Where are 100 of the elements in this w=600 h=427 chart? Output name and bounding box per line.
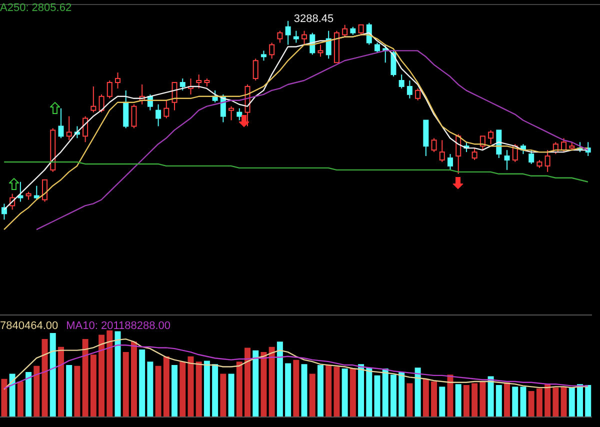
bar xyxy=(576,384,583,417)
bar xyxy=(74,366,80,417)
annotation: 3288.45 xyxy=(294,12,334,25)
candlestick xyxy=(277,30,283,44)
bar xyxy=(50,332,56,417)
candlestick xyxy=(302,30,308,46)
candlestick xyxy=(358,24,364,36)
bar xyxy=(309,374,316,417)
candlestick xyxy=(342,24,348,38)
bar xyxy=(180,362,186,417)
bar xyxy=(34,366,40,417)
candlestick xyxy=(236,108,242,121)
annotation: MA10: 201188288.00 xyxy=(66,320,171,332)
candlestick xyxy=(90,86,96,113)
bar xyxy=(350,368,356,417)
bar xyxy=(496,384,502,417)
bar xyxy=(488,376,494,417)
candlestick xyxy=(488,130,494,145)
bar xyxy=(447,374,454,417)
annotation: 7840464.00 xyxy=(0,320,58,332)
candlestick xyxy=(439,140,445,162)
bar xyxy=(82,339,88,417)
bar xyxy=(204,360,210,417)
bar xyxy=(130,342,137,417)
candlestick xyxy=(156,104,162,127)
bar xyxy=(122,352,129,417)
bar xyxy=(536,388,542,417)
candlestick xyxy=(269,42,275,60)
bar xyxy=(268,346,275,417)
candlestick xyxy=(82,116,88,143)
candlestick xyxy=(480,136,486,151)
bar xyxy=(244,348,251,417)
bar xyxy=(228,374,234,417)
candlestick xyxy=(131,104,137,129)
candlestick xyxy=(260,50,266,62)
candlestick xyxy=(504,150,510,170)
bar xyxy=(342,368,348,417)
candlestick xyxy=(318,44,324,58)
candlestick xyxy=(34,185,40,200)
bar xyxy=(480,381,486,417)
bar xyxy=(560,386,567,417)
bar xyxy=(196,362,202,417)
bar xyxy=(66,365,72,417)
candlestick xyxy=(293,30,299,44)
candlestick xyxy=(496,130,502,159)
bar xyxy=(390,374,396,417)
bar xyxy=(326,365,332,417)
bar xyxy=(398,372,405,417)
bar xyxy=(293,360,300,417)
bar xyxy=(431,381,438,417)
candlestick xyxy=(42,179,48,202)
candlestick xyxy=(18,181,24,202)
bar xyxy=(568,388,575,417)
candlestick xyxy=(172,82,178,111)
bar xyxy=(114,331,121,417)
bar xyxy=(439,386,446,417)
candlestick xyxy=(326,30,332,60)
bar xyxy=(220,374,226,417)
bar xyxy=(98,334,105,417)
bar xyxy=(512,386,518,417)
bar xyxy=(90,354,96,417)
candlestick xyxy=(180,78,186,91)
bar xyxy=(455,384,462,417)
candlestick xyxy=(98,94,104,113)
bar xyxy=(285,363,292,417)
bar xyxy=(26,372,32,417)
bar xyxy=(252,350,259,417)
bar xyxy=(236,362,242,417)
bar xyxy=(17,381,24,417)
candlestick xyxy=(374,42,380,54)
candlestick xyxy=(447,154,453,170)
candlestick xyxy=(106,80,112,99)
candlestick xyxy=(196,74,202,89)
candlestick xyxy=(228,106,234,121)
bar xyxy=(155,366,162,417)
candlestick xyxy=(115,72,120,89)
bar xyxy=(382,368,388,417)
candlestick xyxy=(415,88,421,101)
candlestick xyxy=(528,150,534,164)
bar xyxy=(317,365,324,417)
bar xyxy=(585,384,592,417)
bar xyxy=(42,339,48,417)
bar xyxy=(301,364,308,417)
bar xyxy=(163,356,170,417)
candlestick xyxy=(406,80,412,99)
bar xyxy=(544,384,551,417)
candlestick xyxy=(252,58,258,82)
bar xyxy=(504,382,510,417)
candlestick xyxy=(544,150,550,172)
candlestick xyxy=(66,116,72,141)
candlestick xyxy=(123,90,129,129)
bar xyxy=(172,365,178,417)
bar xyxy=(520,386,526,417)
bar xyxy=(472,383,478,417)
bar xyxy=(366,368,372,417)
bar xyxy=(463,384,470,417)
bar xyxy=(406,383,413,417)
bar xyxy=(552,388,559,417)
bar xyxy=(147,362,154,417)
bar xyxy=(374,375,380,417)
